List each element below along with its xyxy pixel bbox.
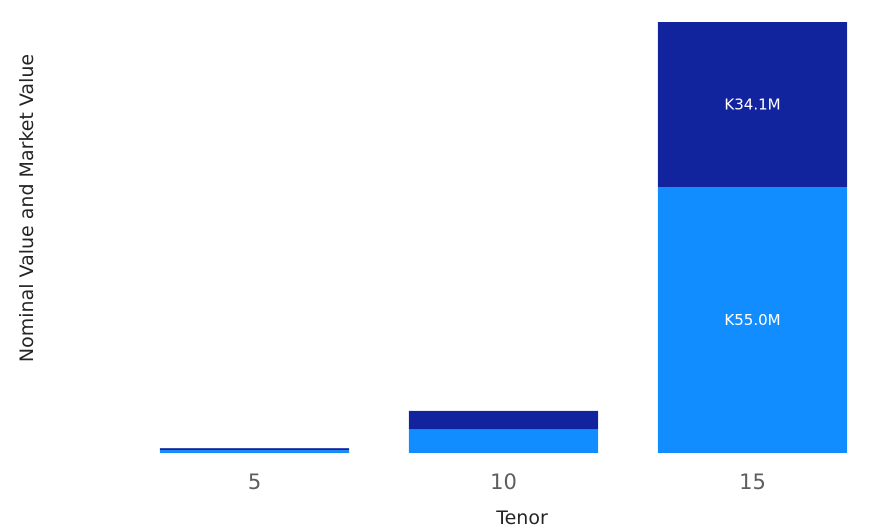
y-axis-label: Nominal Value and Market Value [16,54,38,362]
x-tick-15: 15 [739,470,766,494]
x-tick-10: 10 [490,470,517,494]
bar-5-series-2 [159,448,350,451]
bar-5-series-1 [159,450,350,453]
bar-10-series-1 [408,429,599,453]
bar-15-series-1 [657,187,848,453]
bar-10-series-2 [408,410,599,430]
data-label-15-series-2: K34.1M [724,96,780,114]
bar-15-series-2 [657,22,848,187]
data-labels-group: K55.0M K34.1M [724,96,780,330]
x-tick-5: 5 [248,470,261,494]
x-axis-label: Tenor [495,507,548,529]
x-ticks-group: 5 10 15 [248,470,766,494]
data-label-15-series-1: K55.0M [724,311,780,329]
bars-group [159,22,848,453]
